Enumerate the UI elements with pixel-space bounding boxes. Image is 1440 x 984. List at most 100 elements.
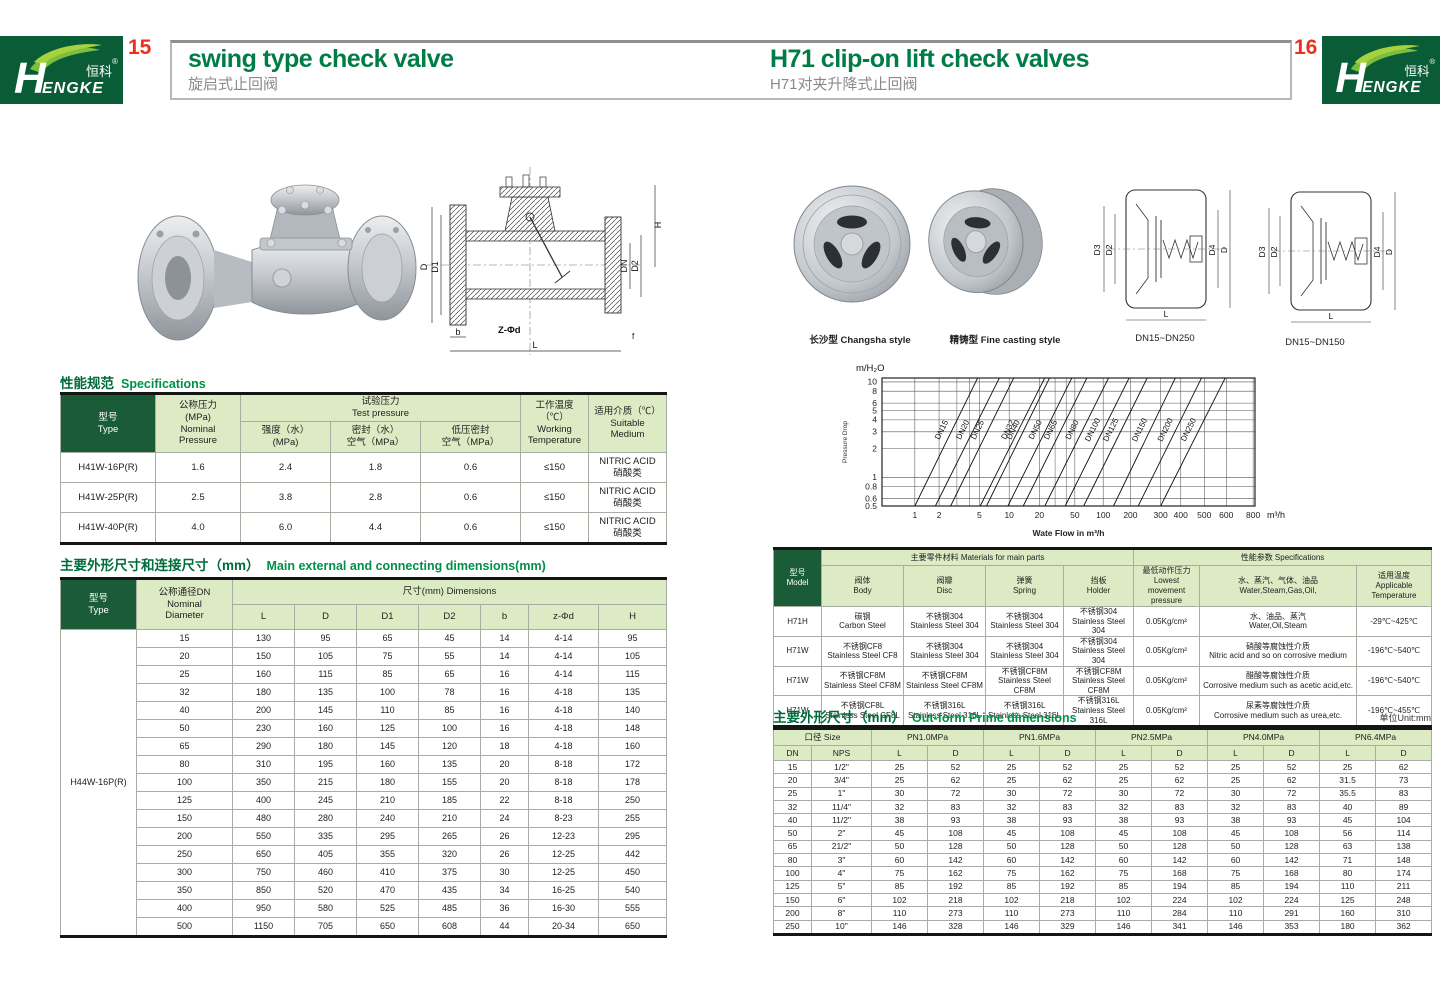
table-cell: 不锈钢304 Stainless Steel 304 [985,635,1064,667]
table-cell: 142 [1151,853,1209,868]
brand-logo: H ENGKE 恒科 ® [1322,36,1440,104]
table-cell: 40 [773,813,812,828]
table-row: 200 8" 110 273 110 273 110 284 110 291 160 310 [773,906,1433,921]
table-cell: 108 [1039,826,1097,841]
logo-zh: 恒科 [86,64,112,79]
table-cell: 450 [598,863,667,882]
table-cell: 110 [1095,906,1153,921]
logo-word: ENGKE [42,80,104,97]
table-cell: 不锈钢CF8M Stainless Steel CF8M [821,665,904,697]
col-header-nps: NPS [811,745,872,761]
registered-mark: ® [1429,57,1435,66]
x-tick-label: 300 [1154,510,1168,520]
table-cell: ≤150 [520,452,590,483]
table-cell: H71W [773,665,822,697]
table-cell: 160 [232,665,295,684]
dim-label-D2: D2 [1269,246,1279,257]
y-tick-label: 0.8 [865,481,877,491]
swing-valve-drawing: D D1 H DN D2 L b Z-Φd f [420,167,663,355]
table-cell: 8-18 [528,791,599,810]
table-cell: 142 [1039,853,1097,868]
table-cell: 25 [871,773,928,788]
table-cell: 36 [480,899,529,918]
logo-initial: H [1335,54,1367,101]
table-cell: 83 [926,799,985,815]
table-cell: 224 [1151,892,1209,908]
table-row: H41W-25P(R) 2.5 3.8 2.8 0.6 ≤150 NITRIC ACID 硝… [60,482,668,513]
col-header-D2: D2 [418,604,481,630]
table-cell: 60 [983,853,1041,868]
table-cell: 120 [418,737,481,756]
table-cell: 245 [294,791,357,810]
table-cell: 50 [136,719,233,738]
section-title-zh: 主要外形尺寸（mm） [773,710,906,725]
table-cell: 31.5 [1319,773,1377,788]
table-cell: 11/4" [811,799,872,815]
table-cell: 40 [136,701,233,720]
series-line-DN50 [1007,377,1073,507]
table-cell: 150 [232,647,295,666]
dim-label-D4: D4 [1207,244,1217,255]
table-cell: 114 [1375,826,1433,841]
table-cell: 40 [1319,799,1377,815]
table-cell: 485 [418,899,481,918]
col-header-pn40: PN4.0MPa [1207,728,1321,746]
table-cell: 0.05Kg/cm² [1133,695,1200,728]
table-cell: 72 [1151,786,1209,801]
table-cell: 93 [1151,813,1209,828]
table-cell: 65 [136,737,233,756]
table-cell: ≤150 [520,512,590,544]
table-cell: 100 [773,866,812,881]
col-header-disc: 阀瓣 Disc [903,565,986,607]
table-cell: 12-25 [528,845,599,864]
table-cell: -196℃~455℃ [1356,695,1432,728]
table-cell: 146 [1095,919,1153,935]
col-header-type: 型号 Type [60,578,137,630]
table-cell: 650 [598,917,667,937]
table-cell: 80 [136,755,233,774]
col-header-dimensions: 尺寸(mm) Dimensions [232,578,667,605]
table-cell: 125 [773,879,812,894]
table-cell: 78 [418,683,481,702]
table-cell: 248 [1375,892,1433,908]
table-cell: 310 [232,755,295,774]
table-cell: 146 [1207,919,1265,935]
table-cell: 50 [983,839,1041,855]
table-cell: 240 [356,809,419,828]
table-row: H41W-16P(R) 1.6 2.4 1.8 0.6 ≤150 NITRIC ACID 硝… [60,452,668,483]
table-cell: 45 [1207,826,1265,841]
spec-table: 型号 Type 公称压力 (MPa) Nominal Pressure 试验压力… [60,392,668,545]
table-cell: 135 [418,755,481,774]
table-cell: 硝酸等腐蚀性介质 Nitric acid and so on corrosive… [1199,635,1357,667]
table-cell: 355 [356,845,419,864]
table-cell: 24 [480,809,529,828]
col-header-strength: 强度（水） (MPa) [240,421,331,453]
series-label-DN250: DN250 [1179,416,1199,443]
table-row: 100 4" 75 162 75 162 75 168 75 168 80 174 [773,866,1433,881]
col-header-l: L [1207,745,1265,761]
table-cell: 146 [983,919,1041,935]
table-cell: 38 [1207,813,1265,828]
table-cell: 102 [871,892,928,908]
table-cell: 194 [1151,879,1209,894]
table-cell: 32 [773,799,812,815]
table-cell: 72 [1039,786,1097,801]
table-cell: 80 [1319,866,1377,881]
table-cell: 10" [811,919,872,935]
table-cell: 93 [1039,813,1097,828]
table-cell: 25 [1095,759,1153,775]
col-header-lowest-pressure: 最低动作压力 Lowest movement pressure [1133,565,1200,607]
col-header-dn: DN [773,745,812,761]
dim-label-D2: D2 [1104,244,1114,255]
table-cell: 192 [1039,879,1097,894]
swing-valve-photo [137,184,417,341]
table-cell: 520 [294,881,357,900]
table-cell: 0.05Kg/cm² [1133,635,1200,667]
table-cell: 0.05Kg/cm² [1133,606,1200,637]
table-cell: 4-18 [528,737,599,756]
table-cell: 218 [1039,892,1097,908]
table-cell: 20 [480,755,529,774]
series-label-DN100: DN100 [1083,416,1102,443]
table-cell: 353 [1263,919,1321,935]
table-cell: 3/4" [811,773,872,788]
